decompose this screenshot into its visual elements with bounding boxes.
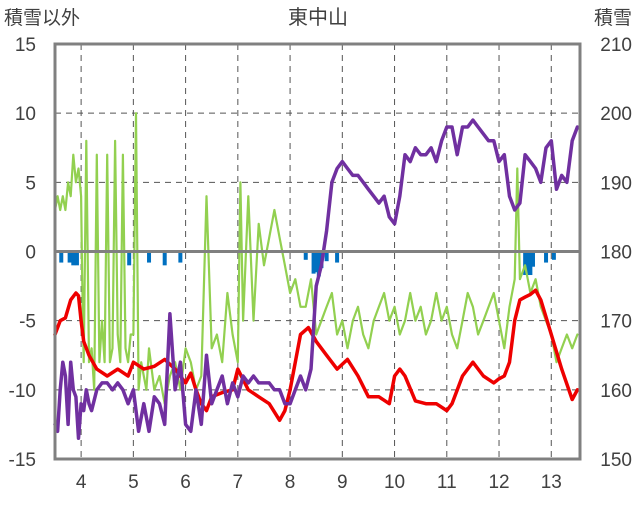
right-tick-label: 180 bbox=[600, 243, 632, 264]
snowfall-bar bbox=[324, 251, 329, 262]
left-tick-label: -5 bbox=[19, 312, 36, 333]
snowfall-bar bbox=[67, 251, 72, 263]
right-tick-label: 210 bbox=[600, 35, 632, 56]
x-tick-label: 9 bbox=[337, 472, 348, 493]
snowfall-bar bbox=[335, 251, 340, 263]
right-tick-label: 170 bbox=[600, 312, 632, 333]
right-axis-label: 積雪 bbox=[594, 7, 632, 29]
x-tick-label: 12 bbox=[488, 472, 509, 493]
left-tick-label: 10 bbox=[15, 104, 36, 125]
x-tick-label: 11 bbox=[437, 472, 457, 493]
x-tick-label: 8 bbox=[285, 472, 296, 493]
purple-series-line bbox=[53, 118, 580, 441]
x-tick-label: 13 bbox=[541, 472, 562, 493]
snowfall-bar bbox=[314, 251, 319, 273]
snowfall-bar bbox=[544, 251, 549, 263]
snowfall-bar bbox=[162, 251, 167, 266]
blue-bars bbox=[59, 251, 556, 277]
snowfall-bar bbox=[303, 251, 308, 260]
right-tick-label: 200 bbox=[600, 104, 632, 125]
right-tick-label: 150 bbox=[600, 450, 632, 471]
left-tick-label: 15 bbox=[15, 35, 36, 56]
snowfall-bar bbox=[178, 251, 183, 263]
snowfall-bar bbox=[525, 251, 530, 276]
x-tick-label: 7 bbox=[233, 472, 244, 493]
snowfall-bar bbox=[71, 251, 76, 266]
snowfall-bar bbox=[530, 251, 535, 267]
left-axis-label: 積雪以外 bbox=[4, 7, 80, 29]
left-tick-label: -10 bbox=[9, 381, 36, 402]
left-tick-label: 5 bbox=[25, 173, 36, 194]
x-tick-label: 5 bbox=[128, 472, 139, 493]
snowfall-bar bbox=[74, 251, 79, 266]
chart-title: 東中山 bbox=[288, 6, 348, 29]
snowfall-bar bbox=[523, 251, 528, 276]
x-tick-label: 4 bbox=[76, 472, 87, 493]
snowfall-bar bbox=[59, 251, 64, 263]
right-tick-label: 160 bbox=[600, 381, 632, 402]
snowfall-bar bbox=[311, 251, 316, 274]
tick-labels: 15 10 5 0 -5 -10 -15 210 200 190 180 170 160 150 4 5 6 7 8… bbox=[9, 35, 632, 493]
left-tick-label: -15 bbox=[9, 450, 36, 471]
right-tick-label: 190 bbox=[600, 173, 632, 194]
x-tick-label: 6 bbox=[180, 472, 191, 493]
snowfall-bar bbox=[528, 251, 533, 276]
left-tick-label: 0 bbox=[25, 243, 36, 264]
red-series-line bbox=[53, 288, 580, 423]
snowfall-bar bbox=[551, 251, 556, 260]
x-tick-label: 10 bbox=[384, 472, 405, 493]
snowfall-bar bbox=[316, 251, 321, 277]
snowfall-bar bbox=[127, 251, 132, 266]
snowfall-bar bbox=[147, 251, 152, 263]
